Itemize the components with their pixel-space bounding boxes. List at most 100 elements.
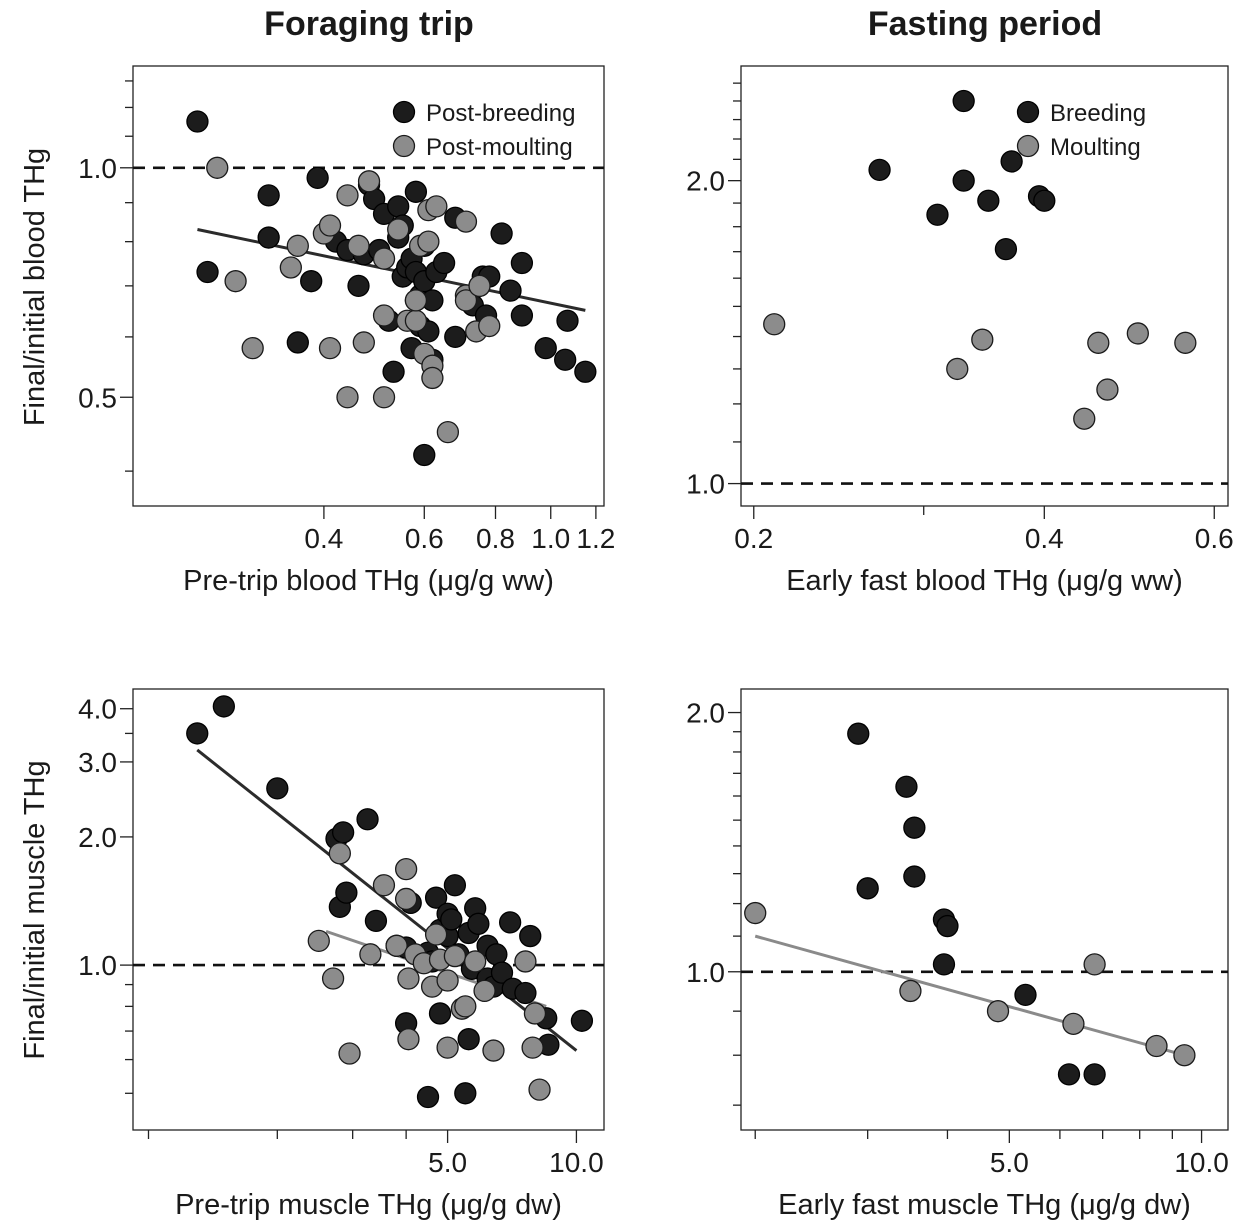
point-dark [257,184,280,207]
point-light [971,328,994,351]
point-light [404,289,428,312]
x-tick-label-0-4: 0.4 [304,523,343,554]
point-light [241,336,264,360]
point-dark [977,189,1000,212]
point-light [318,214,342,237]
x-tick-label-0-6: 0.6 [405,523,444,554]
x-tick-label-0-4: 0.4 [1025,523,1064,554]
point-light [454,289,478,312]
point-dark [490,961,514,984]
y-tick-label-4: 4.0 [78,694,117,725]
point-light [352,331,375,354]
point-dark [932,953,956,976]
point-light [528,1078,551,1101]
x-axis-label: Early fast blood THg (μg/g ww) [786,565,1183,597]
y-tick-label-0-5: 0.5 [78,382,117,413]
point-dark [454,1082,477,1105]
point-light [946,357,969,381]
point-light [321,967,345,990]
point-dark [424,886,448,909]
point-dark [457,1028,480,1051]
point-dark [186,722,209,745]
point-light [397,1028,420,1051]
x-tick-label-1: 1.0 [531,523,570,554]
legend-label-light: Moulting [1050,134,1141,161]
trend-line-dark [196,748,578,1052]
point-dark [356,808,379,831]
point-light [523,1002,547,1025]
point-light [372,247,396,270]
x-tick-label-0-6: 0.6 [1195,523,1234,554]
point-light [359,943,382,966]
plot-frame [740,65,1229,507]
point-light [1083,953,1106,976]
point-dark [413,443,436,467]
point-light [372,386,396,409]
point-light [206,156,229,179]
point-dark [510,251,534,275]
point-dark [1014,983,1037,1007]
x-axis-label: Pre-trip blood THg (μg/g ww) [183,565,554,597]
point-light [425,195,448,218]
point-light [286,234,309,257]
point-light [1062,1012,1085,1035]
point-dark [554,348,577,371]
point-dark [1000,150,1023,173]
point-light [224,270,247,293]
y-tick-label-2: 2.0 [686,166,725,197]
point-light [899,979,922,1003]
point-dark [952,89,975,113]
point-light [307,929,330,953]
point-light [372,304,396,327]
point-dark [510,304,534,327]
x-tick-label-0-2: 0.2 [734,523,773,554]
point-light [421,366,444,390]
point-dark [570,1009,594,1032]
point-light [986,1000,1010,1023]
point-light [468,274,491,298]
point-light [436,969,459,992]
point-light [454,210,478,233]
point-dark [868,158,891,182]
point-dark [286,331,309,354]
x-axis-label: Pre-trip muscle THg (μg/g dw) [175,1189,562,1221]
point-dark [440,908,463,931]
point-light [347,234,370,257]
column-title-right: Fasting period [868,5,1102,43]
point-light [482,1039,505,1062]
point-light [336,386,359,409]
point-light [404,309,428,332]
point-dark [1033,189,1056,212]
point-light [763,313,786,336]
point-dark [936,914,959,938]
point-light [1073,407,1096,430]
panel-foraging-muscle: 1.0 2.0 3.0 4.0 5.0 10.0 Pre-trip muscle THg (… [78,688,605,1221]
y-axis-label-bottom: Final/initial muscle THg [19,760,51,1059]
point-dark [499,279,522,302]
legend-label-light: Post-moulting [426,134,573,161]
point-dark [994,237,1018,261]
y-tick-label-2: 2.0 [686,698,725,729]
legend-label-dark: Post-breeding [426,100,575,127]
x-axis-label: Early fast muscle THg (μg/g dw) [778,1189,1191,1221]
point-dark [847,722,870,745]
point-dark [382,360,405,383]
point-light [338,1042,361,1065]
plot-frame [740,688,1229,1131]
point-light [744,901,767,925]
point-light [336,184,359,207]
y-tick-label-1: 1.0 [78,153,117,184]
point-light [328,842,351,865]
point-dark [306,166,329,190]
point-light [357,170,381,193]
point-light [279,256,302,279]
point-light [387,218,410,241]
legend-label-dark: Breeding [1050,100,1146,127]
point-dark [335,881,358,904]
point-dark [926,203,949,226]
y-tick-label-1: 1.0 [686,469,725,500]
panel-fasting-muscle: 1.0 2.0 5.0 10.0 Early fast muscle THg (μg/g… [686,688,1229,1221]
point-light [417,230,440,253]
point-light [424,923,448,946]
